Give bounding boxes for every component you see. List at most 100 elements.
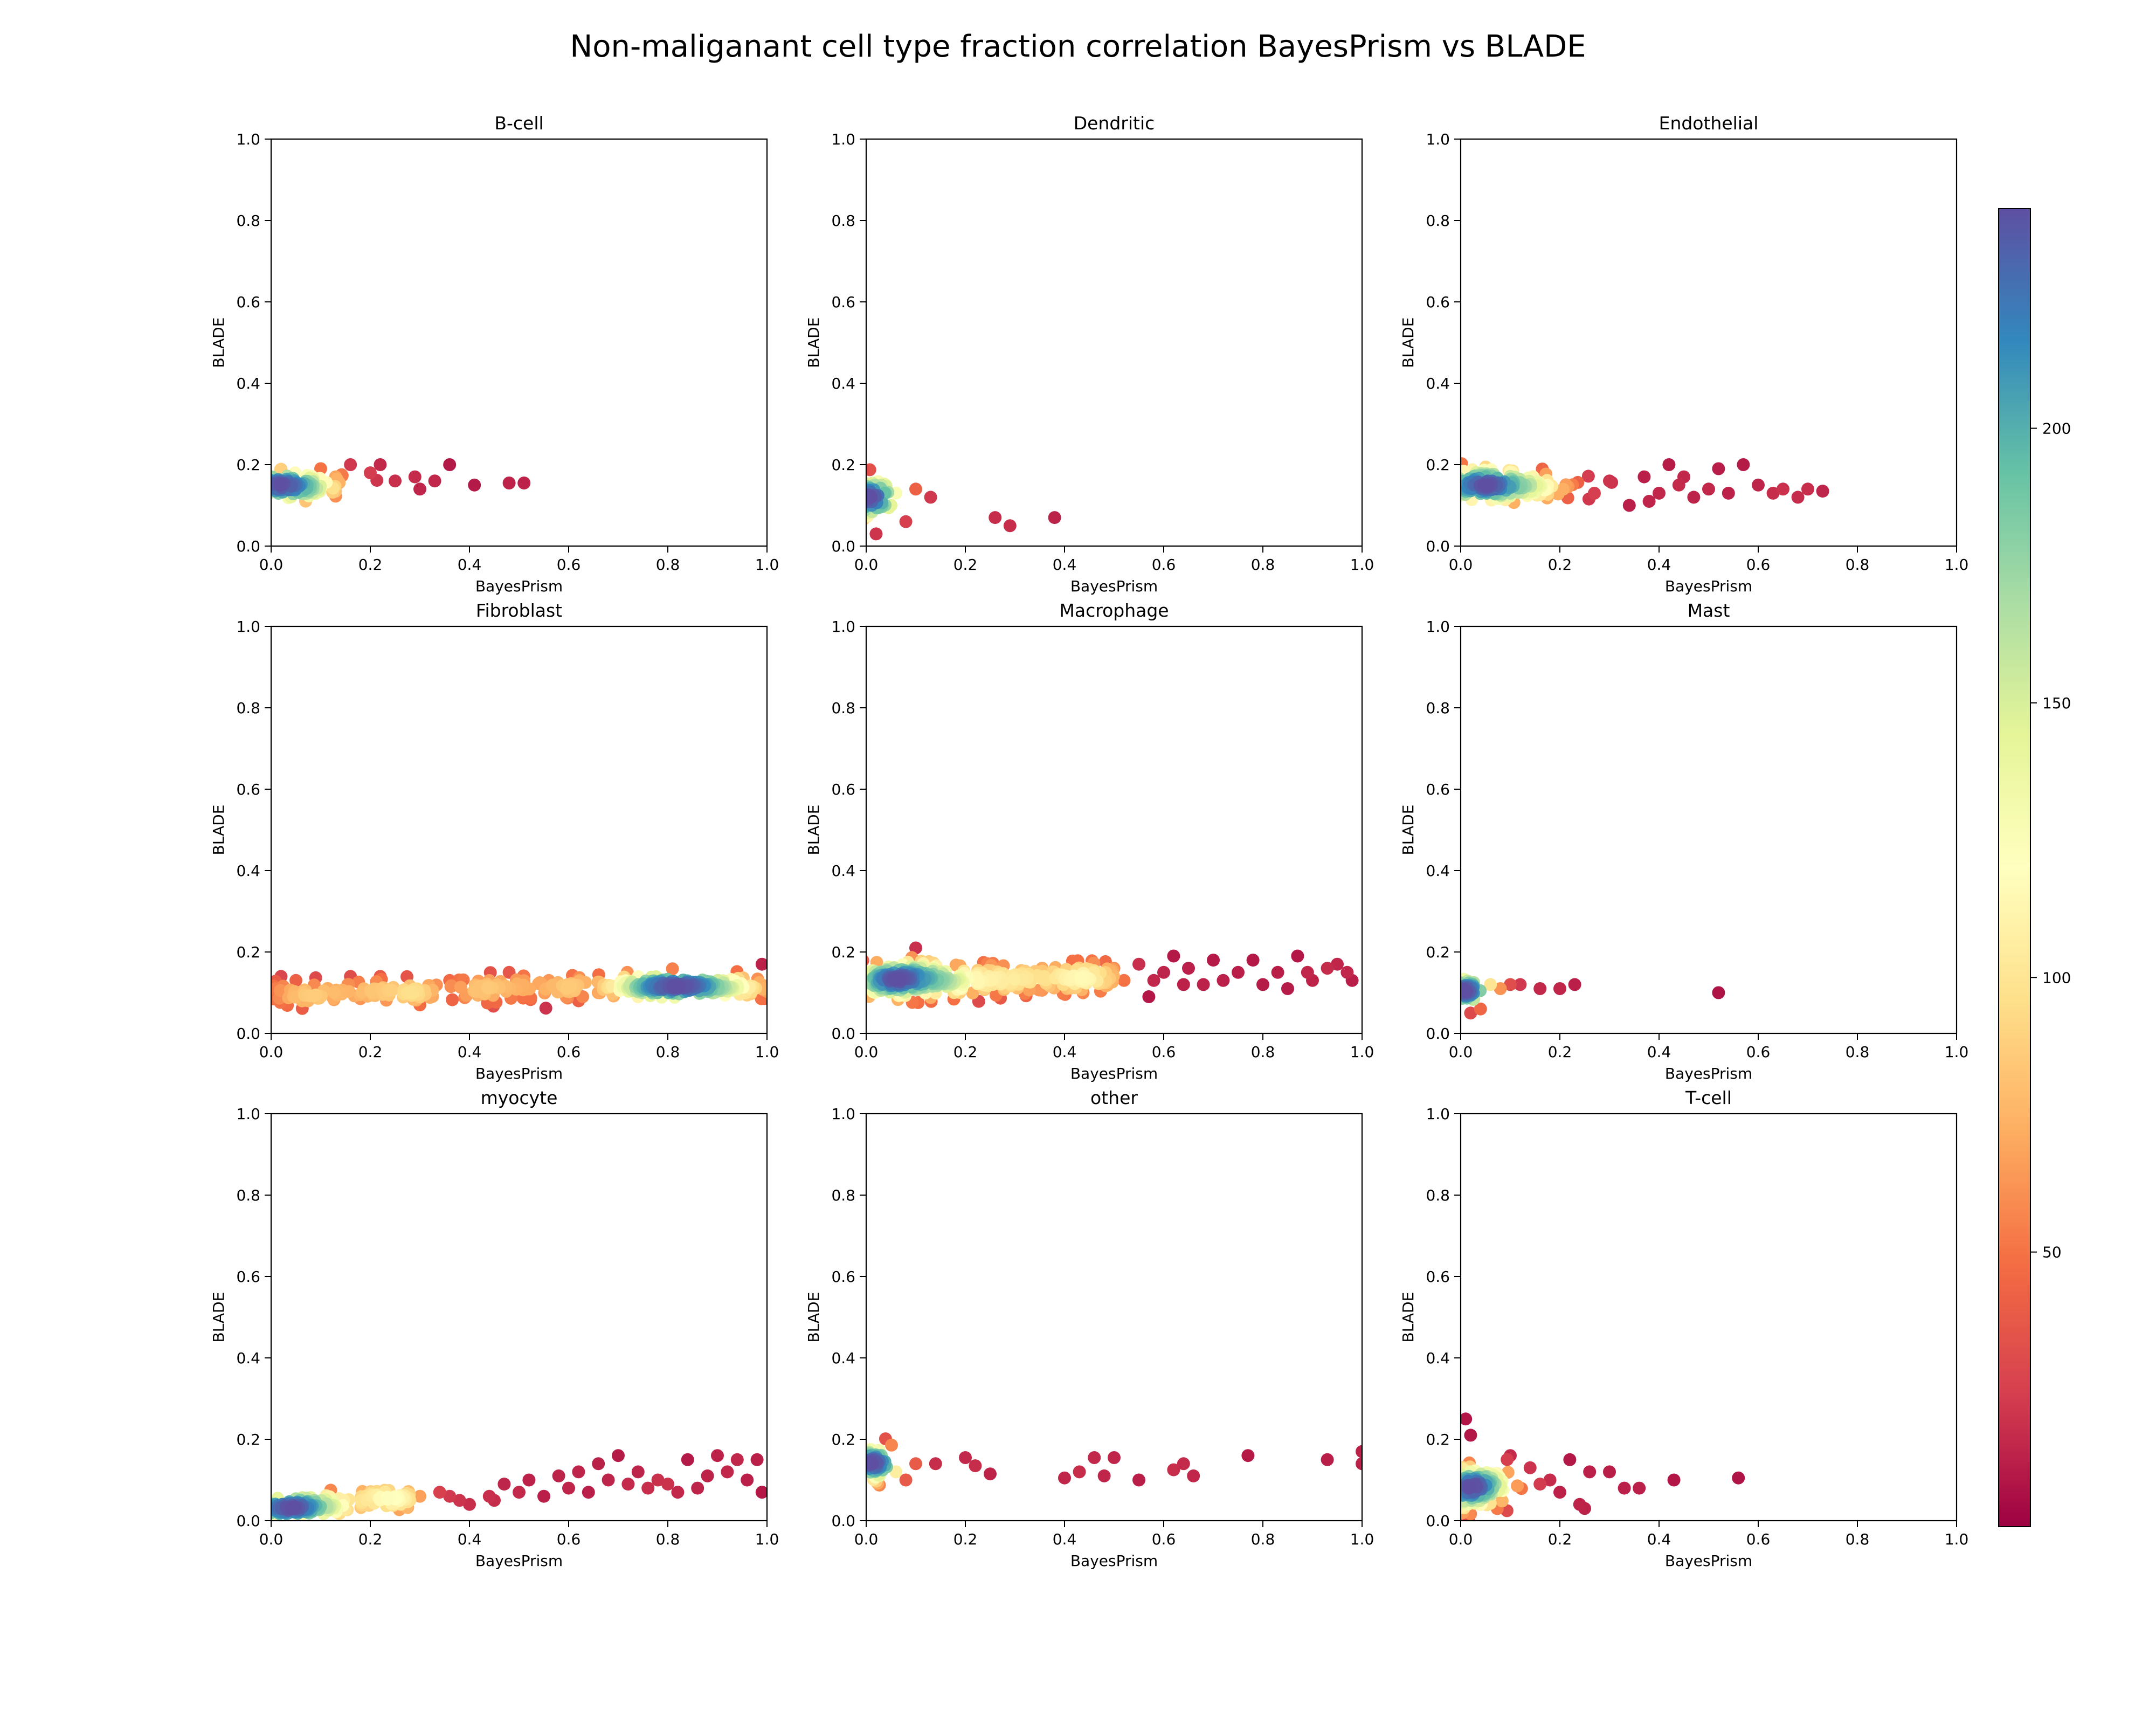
- data-point: [482, 1489, 496, 1503]
- scatter-points: [1461, 972, 1725, 1020]
- data-point: [836, 979, 849, 992]
- subplot-title: Mast: [1688, 600, 1730, 621]
- data-point: [592, 1457, 605, 1471]
- x-tick-label: 0.6: [1152, 1530, 1176, 1548]
- data-point: [243, 478, 255, 491]
- x-axis-label: BayesPrism: [1070, 1065, 1158, 1082]
- data-point: [853, 491, 866, 504]
- data-point: [1402, 493, 1415, 506]
- data-point: [1429, 481, 1442, 494]
- data-point: [1419, 475, 1432, 488]
- data-point: [1425, 480, 1438, 493]
- data-point: [1464, 1429, 1477, 1442]
- data-point: [1387, 483, 1400, 496]
- data-point: [1406, 464, 1419, 477]
- data-point: [701, 1469, 714, 1482]
- x-tick-label: 0.0: [259, 1043, 284, 1061]
- data-point: [236, 1499, 248, 1512]
- data-point: [1447, 1487, 1460, 1500]
- data-point: [1777, 482, 1789, 496]
- scatter-points: [853, 463, 1061, 541]
- x-axis-label: BayesPrism: [1665, 577, 1752, 595]
- y-tick-label: 0.8: [831, 1186, 855, 1204]
- y-axis-label: BLADE: [210, 318, 227, 368]
- x-tick-label: 0.6: [1152, 1043, 1176, 1061]
- y-tick-label: 1.0: [236, 130, 260, 148]
- data-point: [1447, 1464, 1460, 1477]
- data-point: [344, 458, 357, 471]
- data-point: [1461, 1489, 1462, 1496]
- data-point: [1583, 1465, 1597, 1479]
- data-point: [1687, 491, 1701, 504]
- data-point: [1354, 481, 1367, 494]
- scatter-points: [1354, 457, 1829, 512]
- data-point: [833, 965, 846, 978]
- data-point: [1440, 1476, 1453, 1489]
- data-point: [1217, 974, 1230, 987]
- data-point: [1197, 978, 1210, 991]
- data-point: [1722, 486, 1735, 500]
- y-tick-label: 0.8: [1426, 212, 1450, 230]
- data-point: [741, 1473, 754, 1487]
- x-axis-label: BayesPrism: [1070, 577, 1158, 595]
- data-point: [253, 1496, 266, 1509]
- data-point: [869, 527, 883, 541]
- y-axis-label: BLADE: [1399, 805, 1417, 855]
- y-tick-label: 0.8: [1426, 1186, 1450, 1204]
- axes-frame: [1460, 138, 1958, 547]
- y-tick-label: 1.0: [236, 1105, 260, 1123]
- data-point: [246, 475, 259, 488]
- y-tick-label: 0.8: [1426, 699, 1450, 717]
- data-point: [1428, 1462, 1441, 1475]
- x-tick-label: 0.8: [656, 1043, 680, 1061]
- data-point: [453, 1494, 466, 1507]
- data-point: [1142, 990, 1156, 1003]
- colorbar-tick-label: 50: [2042, 1244, 2062, 1261]
- y-tick-label: 0.6: [831, 1268, 855, 1286]
- x-tick-label: 0.8: [1846, 1530, 1870, 1548]
- data-point: [1035, 971, 1049, 984]
- data-point: [1441, 1483, 1454, 1496]
- data-point: [428, 474, 441, 488]
- data-point: [866, 463, 876, 477]
- data-point: [1653, 486, 1666, 500]
- x-tick-label: 0.6: [1746, 1043, 1771, 1061]
- x-tick-label: 0.8: [1846, 1043, 1870, 1061]
- y-tick-label: 0.6: [236, 781, 260, 798]
- data-point: [866, 1457, 879, 1470]
- subplot-title: Fibroblast: [476, 600, 562, 621]
- subplot-title: other: [1090, 1087, 1138, 1108]
- data-point: [909, 1457, 922, 1471]
- y-tick-label: 0.8: [236, 212, 260, 230]
- data-point: [238, 475, 251, 488]
- data-point: [1097, 1469, 1111, 1482]
- data-point: [840, 976, 853, 989]
- data-point: [231, 1499, 244, 1512]
- data-point: [1461, 483, 1462, 489]
- data-point: [845, 964, 858, 977]
- data-point: [885, 1438, 898, 1452]
- data-point: [240, 476, 253, 489]
- data-point: [1241, 1449, 1255, 1462]
- data-point: [852, 1455, 865, 1468]
- data-point: [274, 479, 287, 492]
- data-point: [250, 1496, 262, 1509]
- x-tick-label: 0.6: [1746, 1530, 1771, 1548]
- data-point: [781, 981, 794, 993]
- data-point: [1438, 1484, 1451, 1496]
- data-point: [245, 478, 258, 491]
- data-point: [969, 1459, 982, 1473]
- data-point: [1429, 1449, 1442, 1462]
- data-point: [497, 1478, 511, 1491]
- x-tick-label: 1.0: [1350, 1530, 1374, 1548]
- data-point: [364, 466, 377, 480]
- data-point: [513, 1486, 526, 1499]
- scatter-points: [271, 957, 794, 1015]
- data-point: [1439, 492, 1452, 505]
- data-point: [847, 1447, 860, 1460]
- data-point: [1642, 495, 1656, 508]
- data-point: [1563, 1453, 1577, 1466]
- data-point: [1421, 476, 1434, 489]
- x-axis-label: BayesPrism: [475, 1065, 563, 1082]
- x-tick-label: 0.0: [854, 1043, 879, 1061]
